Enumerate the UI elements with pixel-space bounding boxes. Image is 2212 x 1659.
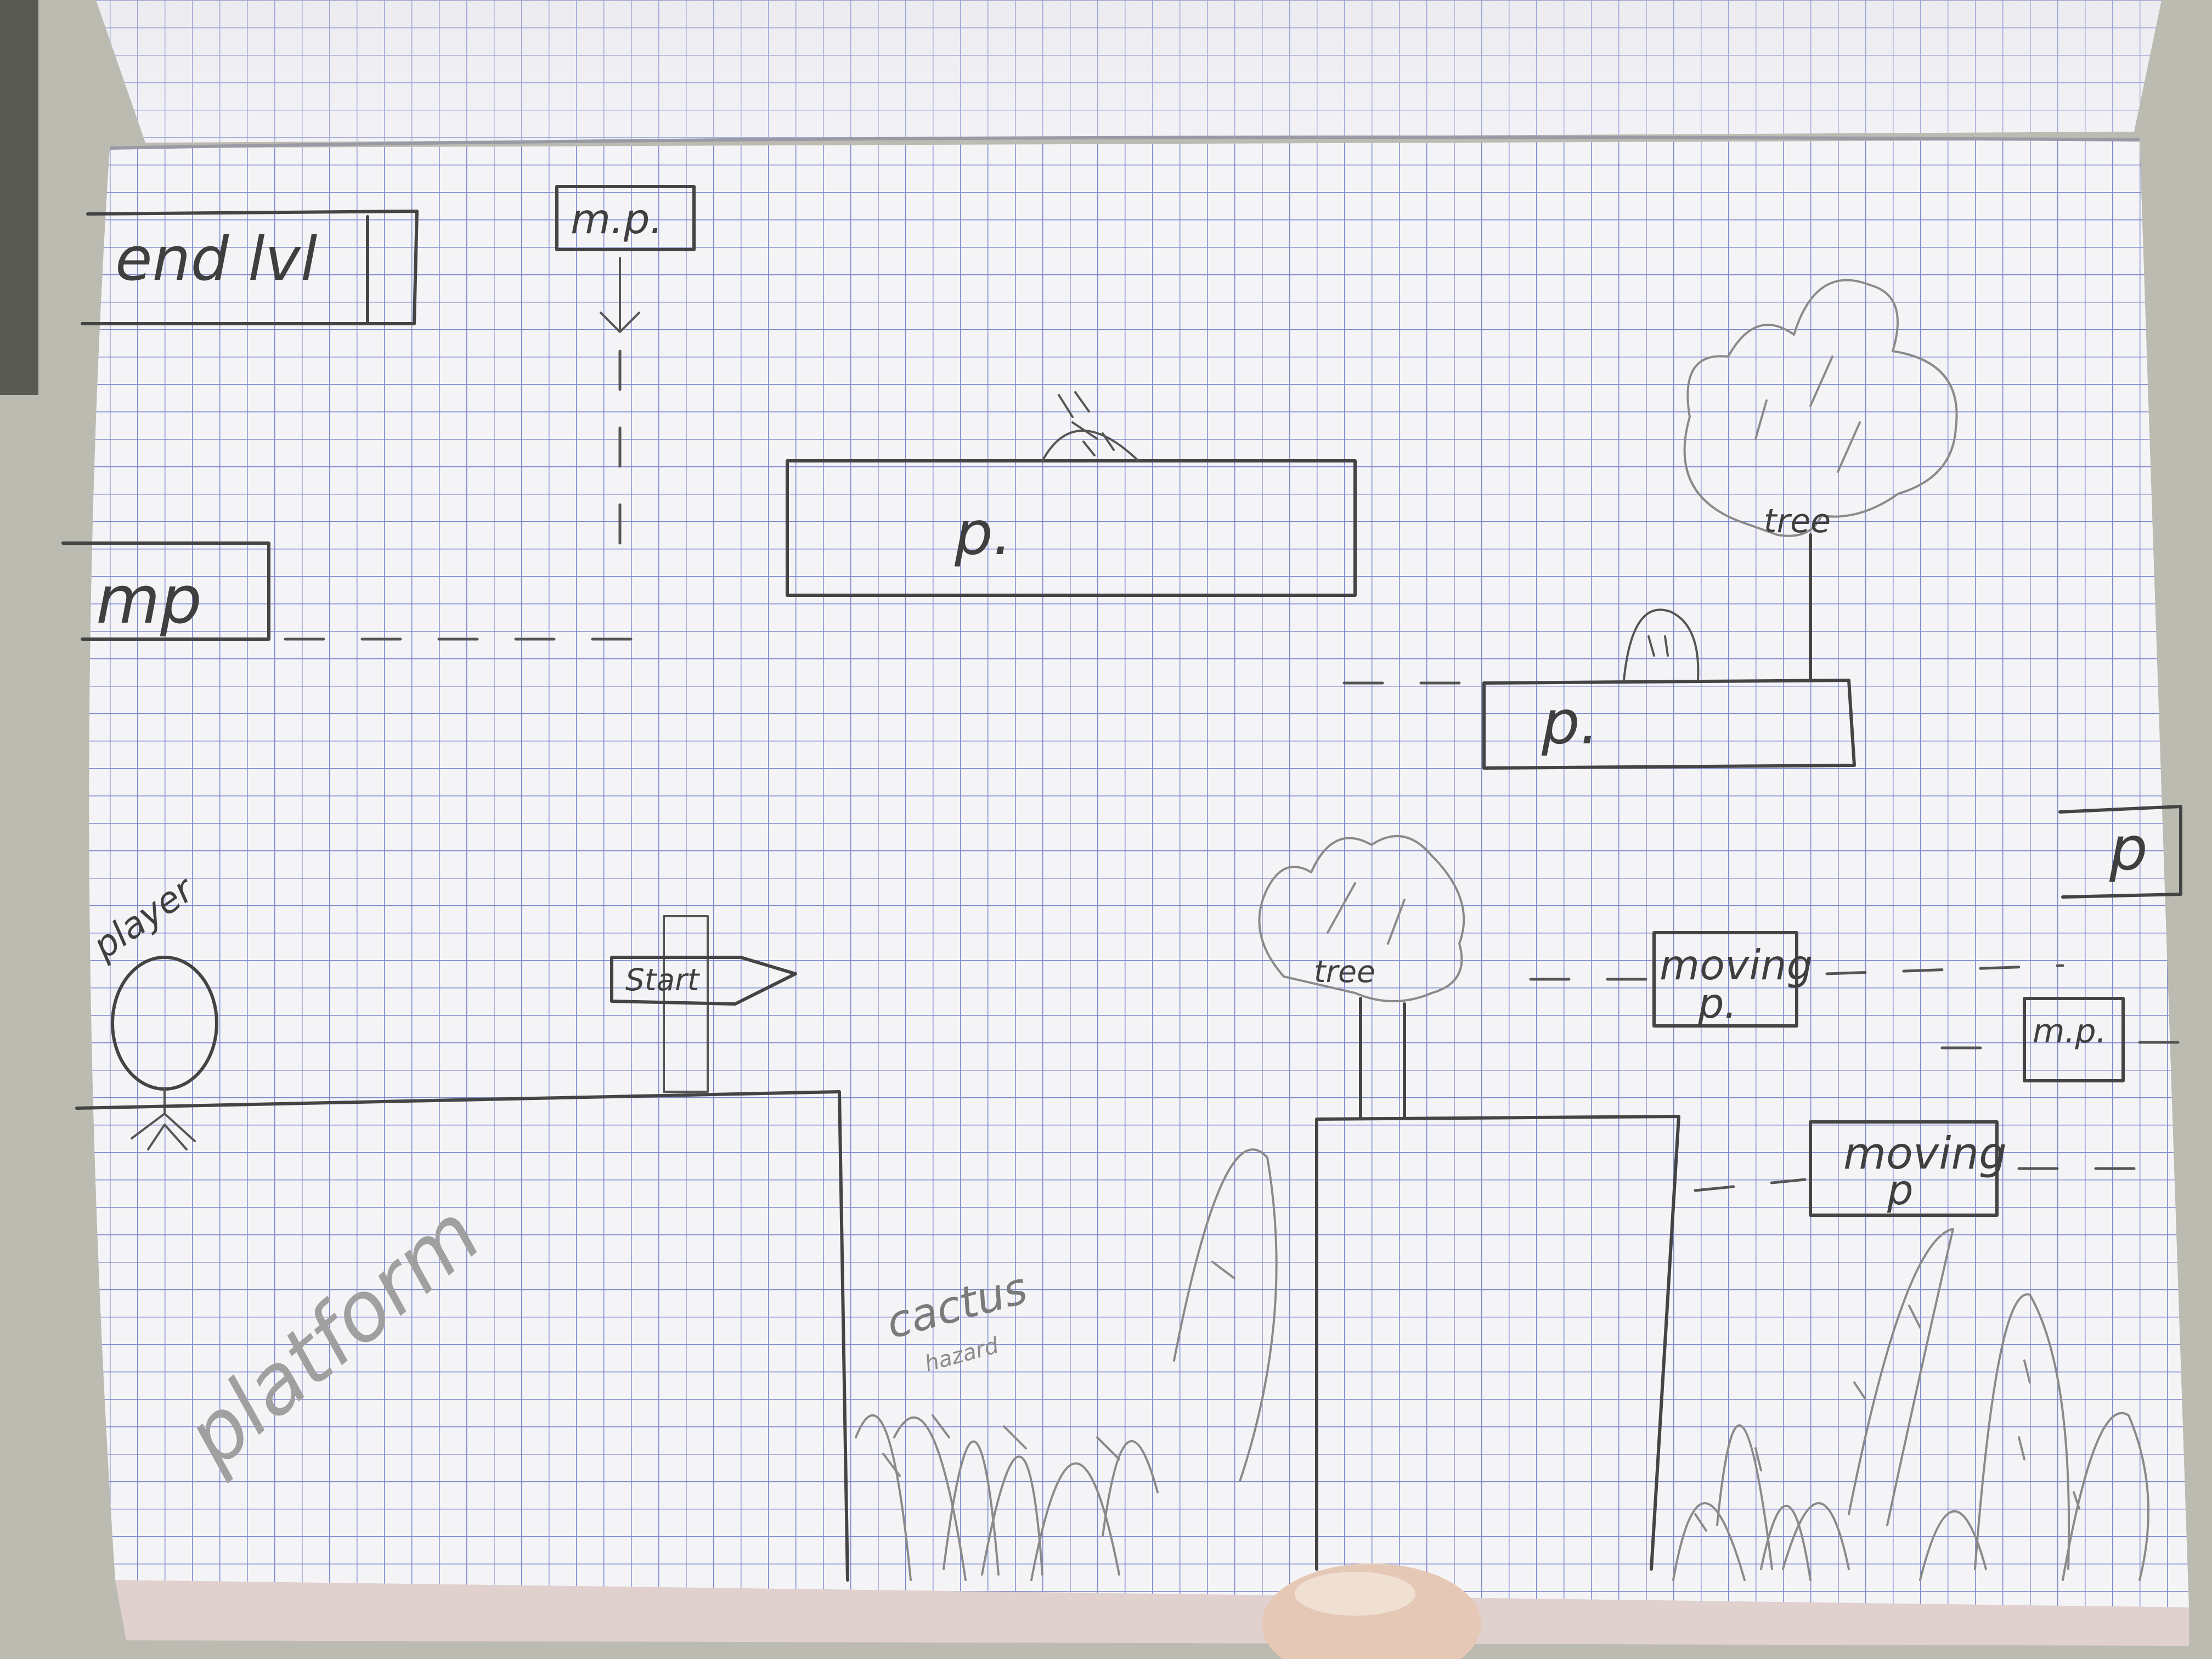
main-page	[89, 140, 2189, 1607]
cactus-icon	[855, 1148, 1278, 1581]
tree-right-label: tree	[1764, 502, 1831, 540]
small-enemy-icon	[1623, 608, 1700, 681]
moving-platform-small-label: m.p.	[2033, 1012, 2107, 1051]
spiky-enemy-icon	[1041, 391, 1139, 462]
tree-icon-middle	[1258, 835, 1465, 1118]
moving-p-1-line1: moving	[1660, 941, 1813, 989]
platform-right	[1342, 679, 1856, 770]
moving-p-1-line2: p.	[1697, 979, 1737, 1028]
thumbnail	[1295, 1572, 1415, 1616]
moving-p-2-line2: p	[1887, 1166, 1914, 1214]
platform-right-label: p.	[1541, 687, 1599, 758]
platform-far-right	[2058, 805, 2182, 899]
moving-platform-left-label: mp	[96, 562, 202, 639]
stick-figure-icon	[111, 956, 218, 1150]
moving-platform-1	[1529, 931, 2064, 1028]
platform-center-label: p.	[954, 498, 1012, 568]
platform-center	[786, 459, 1357, 597]
cactus-icon-right	[1672, 1228, 2149, 1581]
moving-platform-2	[1694, 1120, 2174, 1217]
start-sign-label: Start	[625, 962, 701, 997]
moving-platform-small	[1940, 997, 2202, 1082]
moving-platform-vertical	[555, 185, 696, 556]
moving-platform-left	[61, 541, 638, 641]
moving-platform-top-label: m.p.	[571, 195, 663, 243]
signpost-icon	[610, 915, 797, 1093]
upper-page-shadow	[96, 0, 2162, 143]
pillar-platform	[1315, 1115, 1680, 1571]
page-bottom-edge	[115, 1580, 2189, 1646]
platform-far-right-label: p	[2109, 814, 2148, 884]
platform-start	[75, 1090, 849, 1582]
tree-icon-right	[1683, 279, 1958, 682]
end-level-box	[81, 210, 419, 325]
end-level-label: end lvl	[115, 224, 318, 294]
left-dark-strip	[0, 0, 38, 395]
page-fold	[109, 136, 2140, 150]
moving-p-2-line1: moving	[1843, 1128, 2007, 1179]
tree-middle-label: tree	[1314, 954, 1375, 989]
